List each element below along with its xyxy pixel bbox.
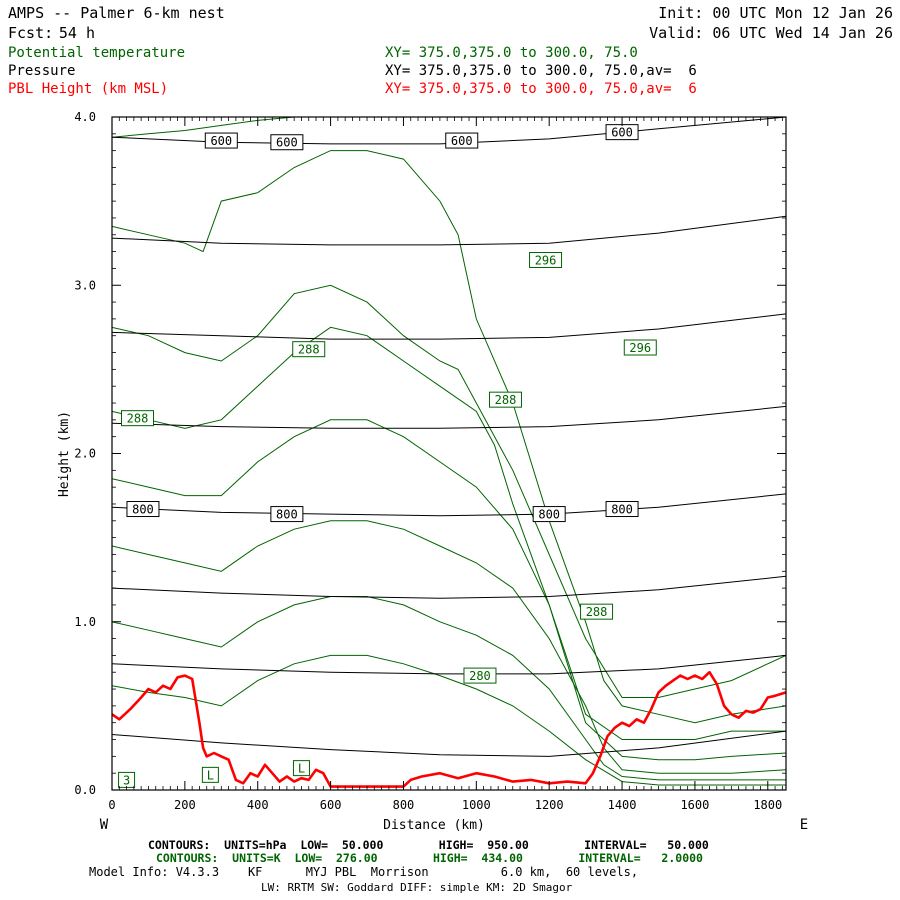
theta-contour-1 [112,150,786,724]
init-time: Init: 00 UTC Mon 12 Jan 26 [658,4,893,22]
forecast-label: Fcst: [8,24,53,42]
theta-contour-2 [112,284,786,698]
theta-label-8: L [292,760,310,777]
x-tick-label: 1200 [535,798,564,812]
x-tick-label: 200 [174,798,196,812]
y-tick-label: 4.0 [74,110,96,124]
pressure-label-3: 600 [605,124,639,141]
pressure-label-7-text: 800 [611,503,633,517]
pressure-label-2-text: 600 [451,134,473,148]
xy-pressure: XY= 375.0,375.0 to 300.0, 75.0,av= 6 [385,63,697,79]
y-tick-label: 3.0 [74,278,96,292]
footer-model-info: Model Info: V4.3.3 KF MYJ PBL Morrison 6… [89,865,638,879]
pressure-label-1: 600 [270,134,304,151]
pressure-contours [112,117,786,757]
pressure-label-5: 800 [270,506,304,523]
theta-contour-0 [112,117,786,138]
theta-contours [112,117,786,786]
footer-model-physics: LW: RRTM SW: Goddard DIFF: simple KM: 2D… [261,881,573,894]
theta-contour-5 [112,520,786,774]
theta-label-3: 288 [121,410,155,427]
y-tick-label: 1.0 [74,615,96,629]
x-tick-label: 1600 [680,798,709,812]
pressure-label-6: 800 [532,506,566,523]
theta-label-0: 296 [529,252,563,269]
axes: 0 200 400 600 800 1000 1200 1400 1600 1800 0.0 1.0 2… [74,110,786,812]
y-axis-title: Height (km) [57,411,72,497]
run-title: AMPS -- Palmer 6-km nest [8,4,225,22]
x-tick-label: 800 [393,798,415,812]
pbl-height-line [112,670,786,788]
theta-contour-6 [112,596,786,781]
theta-label-6: 280 [463,667,497,684]
field-pressure-label: Pressure [8,63,75,79]
pressure-contour-2 [112,575,786,599]
theta-label-0-text: 296 [535,254,557,268]
pressure-label-7: 800 [605,501,639,518]
y-tick-label: 0.0 [74,783,96,797]
theta-label-5: 288 [580,603,614,620]
theta-label-2-text: 288 [298,343,320,357]
theta-label-9-text: 3 [123,773,130,787]
theta-label-4-text: 288 [495,393,517,407]
x-tick-label: 600 [320,798,342,812]
x-tick-label: 0 [108,798,115,812]
pressure-contour-6 [112,215,786,246]
pressure-contour-3 [112,493,786,517]
theta-label-9: 3 [118,771,136,788]
pressure-label-3-text: 600 [611,126,633,140]
footer-contours-hpa: CONTOURS: UNITS=hPa LOW= 50.000 HIGH= 95… [148,838,709,852]
theta-label-1-text: 296 [629,341,651,355]
x-tick-label: 400 [247,798,269,812]
pressure-label-4: 800 [126,501,160,518]
xy-theta: XY= 375.0,375.0 to 300.0, 75.0 [385,45,638,61]
theta-label-3-text: 288 [127,412,149,426]
theta-contour-3 [112,326,786,740]
forecast-hours: 54 h [59,24,95,42]
pressure-label-1-text: 600 [276,136,298,150]
pressure-label-6-text: 800 [538,508,560,522]
pressure-label-5-text: 800 [276,508,298,522]
east-label: E [800,817,808,833]
pressure-contour-4 [112,405,786,429]
theta-label-8-text: L [298,762,305,776]
footer-contours-k: CONTOURS: UNITS=K LOW= 276.00 HIGH= 434.… [156,851,703,865]
pressure-contour-1 [112,654,786,675]
west-label: W [100,817,109,833]
theta-label-2: 288 [292,341,326,358]
theta-label-7: L [201,766,219,783]
theta-label-7-text: L [207,768,214,782]
theta-label-1: 296 [623,339,657,356]
field-pbl-label: PBL Height (km MSL) [8,81,168,97]
x-axis-title: Distance (km) [383,818,485,833]
theta-label-6-text: 280 [469,669,491,683]
x-tick-label: 1800 [753,798,782,812]
valid-time: Valid: 06 UTC Wed 14 Jan 26 [649,24,893,42]
x-tick-label: 1400 [608,798,637,812]
y-tick-label: 2.0 [74,447,96,461]
theta-contour-4 [112,419,786,761]
pressure-label-0: 600 [204,132,238,149]
pressure-contour-0 [112,730,786,757]
pressure-label-4-text: 800 [132,503,154,517]
xy-pbl: XY= 375.0,375.0 to 300.0, 75.0,av= 6 [385,81,697,97]
pbl-height-series [112,670,786,788]
theta-label-5-text: 288 [586,605,608,619]
pressure-contour-5 [112,313,786,340]
field-theta-label: Potential temperature [8,45,185,61]
theta-contour-7 [112,654,786,786]
x-tick-label: 1000 [462,798,491,812]
pressure-label-0-text: 600 [210,134,232,148]
theta-label-4: 288 [488,391,522,408]
pressure-label-2: 600 [445,132,479,149]
